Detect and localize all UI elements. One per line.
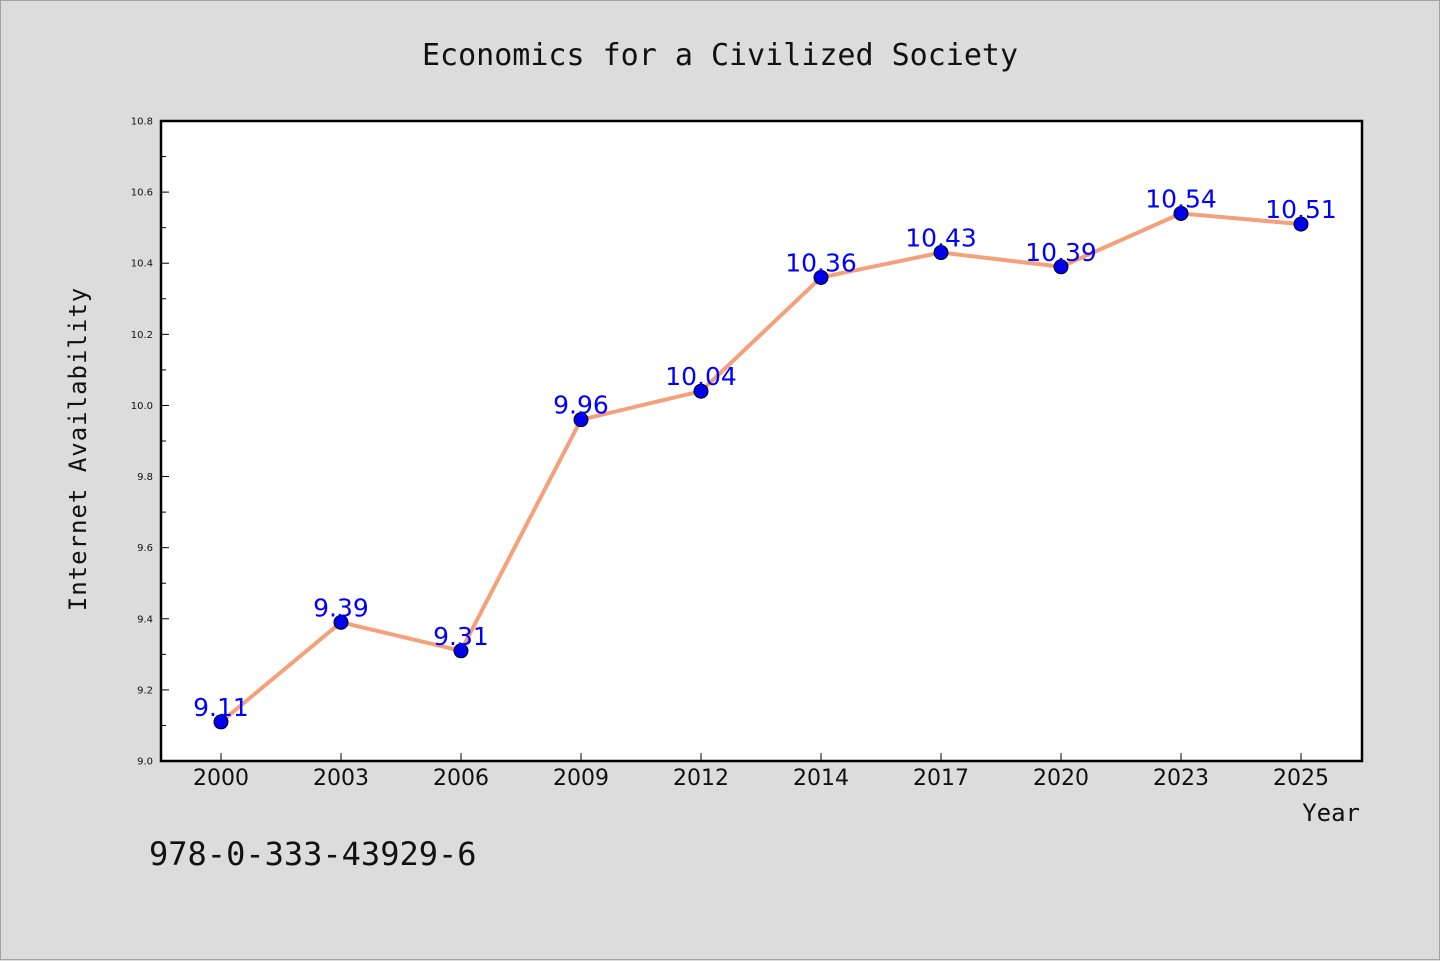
data-label: 10.43 bbox=[905, 224, 977, 253]
data-label: 10.51 bbox=[1265, 195, 1337, 224]
data-label: 9.11 bbox=[193, 693, 249, 722]
data-point bbox=[1053, 259, 1069, 275]
x-tick-label: 2017 bbox=[913, 766, 969, 791]
data-label: 10.04 bbox=[665, 362, 737, 391]
y-tick-label: 9.2 bbox=[137, 685, 153, 696]
y-tick-label: 9.4 bbox=[137, 614, 153, 625]
x-axis-label: Year bbox=[1302, 799, 1360, 827]
data-label: 9.39 bbox=[313, 593, 369, 622]
y-tick-label: 9.6 bbox=[137, 543, 153, 554]
x-tick-label: 2003 bbox=[313, 766, 369, 791]
data-point bbox=[1173, 205, 1189, 221]
x-tick-label: 2000 bbox=[193, 766, 249, 791]
data-label: 10.54 bbox=[1145, 184, 1217, 213]
data-label: 10.39 bbox=[1025, 238, 1097, 267]
data-point bbox=[933, 245, 949, 261]
series-line bbox=[219, 211, 1302, 724]
data-point bbox=[333, 614, 349, 630]
data-label: 10.36 bbox=[785, 248, 857, 277]
chart-title: Economics for a Civilized Society bbox=[422, 38, 1018, 73]
x-tick-label: 2009 bbox=[553, 766, 609, 791]
y-tick-label: 10.2 bbox=[131, 330, 153, 341]
y-tick-label: 9.8 bbox=[137, 472, 153, 483]
plot-area bbox=[159, 119, 1364, 763]
data-point bbox=[1293, 216, 1309, 232]
data-point bbox=[453, 643, 469, 659]
y-axis-label: Internet Availability bbox=[64, 287, 92, 611]
data-label: 9.96 bbox=[553, 391, 609, 420]
x-tick-label: 2020 bbox=[1033, 766, 1089, 791]
data-point bbox=[693, 383, 709, 399]
y-tick-label: 10.8 bbox=[131, 117, 153, 128]
x-tick-label: 2006 bbox=[433, 766, 489, 791]
x-tick-label: 2025 bbox=[1273, 766, 1329, 791]
isbn-annotation: 978-0-333-43929-6 bbox=[149, 835, 477, 873]
data-point bbox=[213, 714, 229, 730]
data-markers bbox=[213, 205, 1309, 730]
x-tick-label: 2012 bbox=[673, 766, 729, 791]
x-tick-label: 2023 bbox=[1153, 766, 1209, 791]
data-point bbox=[813, 269, 829, 285]
y-tick-label: 10.6 bbox=[131, 188, 153, 199]
y-tick-label: 10.4 bbox=[131, 259, 153, 270]
y-tick-label: 10.0 bbox=[131, 401, 153, 412]
data-labels: 9.11 9.39 9.31 9.96 10.04 10.36 10.43 10.39 10.5… bbox=[193, 184, 1337, 721]
y-axis: 9.0 9.2 9.4 9.6 9.8 10.0 10.2 10.4 10.6 10.8 bbox=[131, 117, 169, 768]
x-tick-label: 2014 bbox=[793, 766, 849, 791]
data-point bbox=[573, 412, 589, 428]
y-tick-label: 9.0 bbox=[137, 757, 153, 768]
x-axis: 2000 2003 2006 2009 2012 2014 2017 2020 2023 2025 bbox=[193, 753, 1329, 791]
data-label: 9.31 bbox=[433, 622, 489, 651]
